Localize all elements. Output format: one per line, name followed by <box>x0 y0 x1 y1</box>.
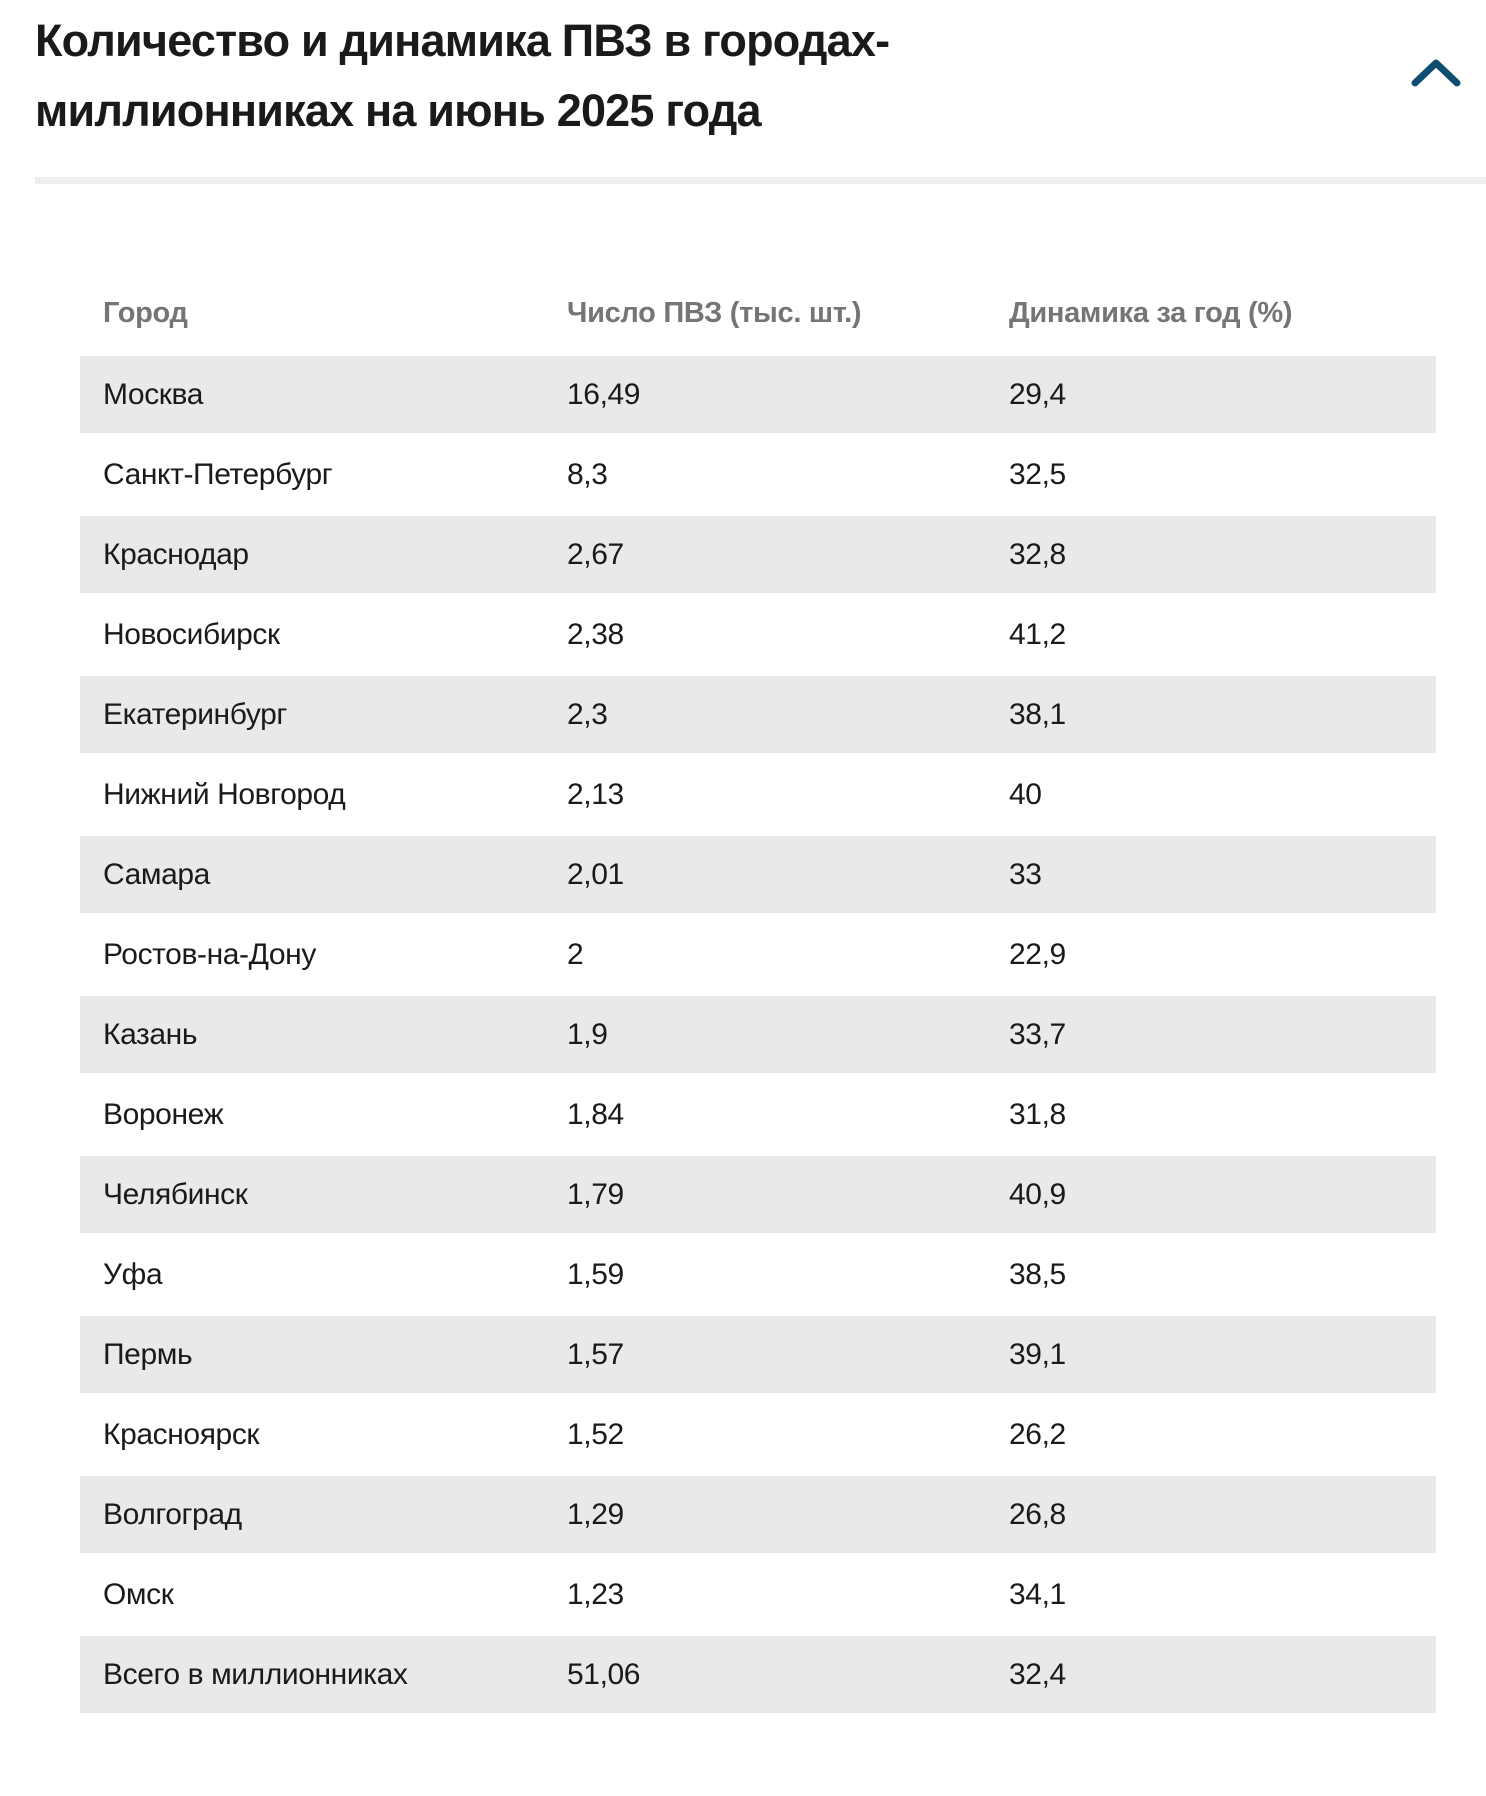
table-body: Москва 16,49 29,4 Санкт-Петербург 8,3 32… <box>80 356 1436 1716</box>
cell-pvz-count: 51,06 <box>567 1657 641 1691</box>
cell-year-dynamics: 34,1 <box>1009 1577 1066 1611</box>
table-header-row: Город Число ПВЗ (тыс. шт.) Динамика за г… <box>80 270 1436 356</box>
cell-year-dynamics: 29,4 <box>1009 377 1066 411</box>
table-row: Красноярск 1,52 26,2 <box>80 1396 1436 1476</box>
cell-city: Ростов-на-Дону <box>103 937 316 971</box>
cell-city: Самара <box>103 857 210 891</box>
table-row: Ростов-на-Дону 2 22,9 <box>80 916 1436 996</box>
cell-pvz-count: 1,52 <box>567 1417 624 1451</box>
cell-city: Челябинск <box>103 1177 248 1211</box>
table-row: Казань 1,9 33,7 <box>80 996 1436 1076</box>
cell-year-dynamics: 32,5 <box>1009 457 1066 491</box>
cell-city: Омск <box>103 1577 174 1611</box>
column-header-year-dynamics: Динамика за год (%) <box>1009 296 1293 329</box>
cell-pvz-count: 2 <box>567 937 584 971</box>
table-row: Уфа 1,59 38,5 <box>80 1236 1436 1316</box>
table-row: Омск 1,23 34,1 <box>80 1556 1436 1636</box>
table-row: Всего в миллионниках 51,06 32,4 <box>80 1636 1436 1716</box>
cell-pvz-count: 1,84 <box>567 1097 624 1131</box>
cell-year-dynamics: 33 <box>1009 857 1042 891</box>
table-row: Волгоград 1,29 26,8 <box>80 1476 1436 1556</box>
cell-city: Нижний Новгород <box>103 777 346 811</box>
cell-year-dynamics: 40 <box>1009 777 1042 811</box>
table-row: Челябинск 1,79 40,9 <box>80 1156 1436 1236</box>
chevron-up-icon <box>1408 54 1464 90</box>
cell-pvz-count: 1,9 <box>567 1017 608 1051</box>
cell-year-dynamics: 26,2 <box>1009 1417 1066 1451</box>
cell-pvz-count: 1,57 <box>567 1337 624 1371</box>
cell-year-dynamics: 26,8 <box>1009 1497 1066 1531</box>
cell-pvz-count: 2,13 <box>567 777 624 811</box>
cell-city: Волгоград <box>103 1497 242 1531</box>
cell-year-dynamics: 39,1 <box>1009 1337 1066 1371</box>
cell-year-dynamics: 31,8 <box>1009 1097 1066 1131</box>
cell-pvz-count: 1,23 <box>567 1577 624 1611</box>
cell-year-dynamics: 41,2 <box>1009 617 1066 651</box>
widget-title: Количество и динамика ПВЗ в городах-милл… <box>35 15 890 136</box>
cell-year-dynamics: 40,9 <box>1009 1177 1066 1211</box>
cell-city: Казань <box>103 1017 198 1051</box>
cell-year-dynamics: 38,1 <box>1009 697 1066 731</box>
cell-pvz-count: 2,67 <box>567 537 624 571</box>
cell-city: Москва <box>103 377 204 411</box>
cell-city: Краснодар <box>103 537 249 571</box>
table-row: Москва 16,49 29,4 <box>80 356 1436 436</box>
cell-year-dynamics: 22,9 <box>1009 937 1066 971</box>
cell-pvz-count: 2,3 <box>567 697 608 731</box>
table-row: Самара 2,01 33 <box>80 836 1436 916</box>
cell-city: Санкт-Петербург <box>103 457 333 491</box>
cell-pvz-count: 2,38 <box>567 617 624 651</box>
cell-city: Красноярск <box>103 1417 260 1451</box>
cell-pvz-count: 1,59 <box>567 1257 624 1291</box>
column-header-pvz-count: Число ПВЗ (тыс. шт.) <box>567 296 862 329</box>
cell-pvz-count: 16,49 <box>567 377 641 411</box>
cell-city: Воронеж <box>103 1097 224 1131</box>
divider <box>35 177 1486 184</box>
cell-year-dynamics: 33,7 <box>1009 1017 1066 1051</box>
collapse-button[interactable] <box>1400 46 1472 98</box>
table-row: Екатеринбург 2,3 38,1 <box>80 676 1436 756</box>
cell-year-dynamics: 32,8 <box>1009 537 1066 571</box>
data-table: Город Число ПВЗ (тыс. шт.) Динамика за г… <box>80 270 1436 1716</box>
table-row: Санкт-Петербург 8,3 32,5 <box>80 436 1436 516</box>
table-row: Воронеж 1,84 31,8 <box>80 1076 1436 1156</box>
table-row: Новосибирск 2,38 41,2 <box>80 596 1436 676</box>
cell-year-dynamics: 32,4 <box>1009 1657 1066 1691</box>
cell-city: Пермь <box>103 1337 193 1371</box>
cell-pvz-count: 2,01 <box>567 857 624 891</box>
cell-city: Екатеринбург <box>103 697 287 731</box>
table-row: Краснодар 2,67 32,8 <box>80 516 1436 596</box>
cell-city: Новосибирск <box>103 617 280 651</box>
cell-pvz-count: 1,29 <box>567 1497 624 1531</box>
cell-pvz-count: 8,3 <box>567 457 608 491</box>
column-header-city: Город <box>103 296 188 329</box>
table-row: Пермь 1,57 39,1 <box>80 1316 1436 1396</box>
cell-pvz-count: 1,79 <box>567 1177 624 1211</box>
cell-city: Уфа <box>103 1257 163 1291</box>
table-row: Нижний Новгород 2,13 40 <box>80 756 1436 836</box>
cell-year-dynamics: 38,5 <box>1009 1257 1066 1291</box>
cell-city: Всего в миллионниках <box>103 1657 408 1691</box>
